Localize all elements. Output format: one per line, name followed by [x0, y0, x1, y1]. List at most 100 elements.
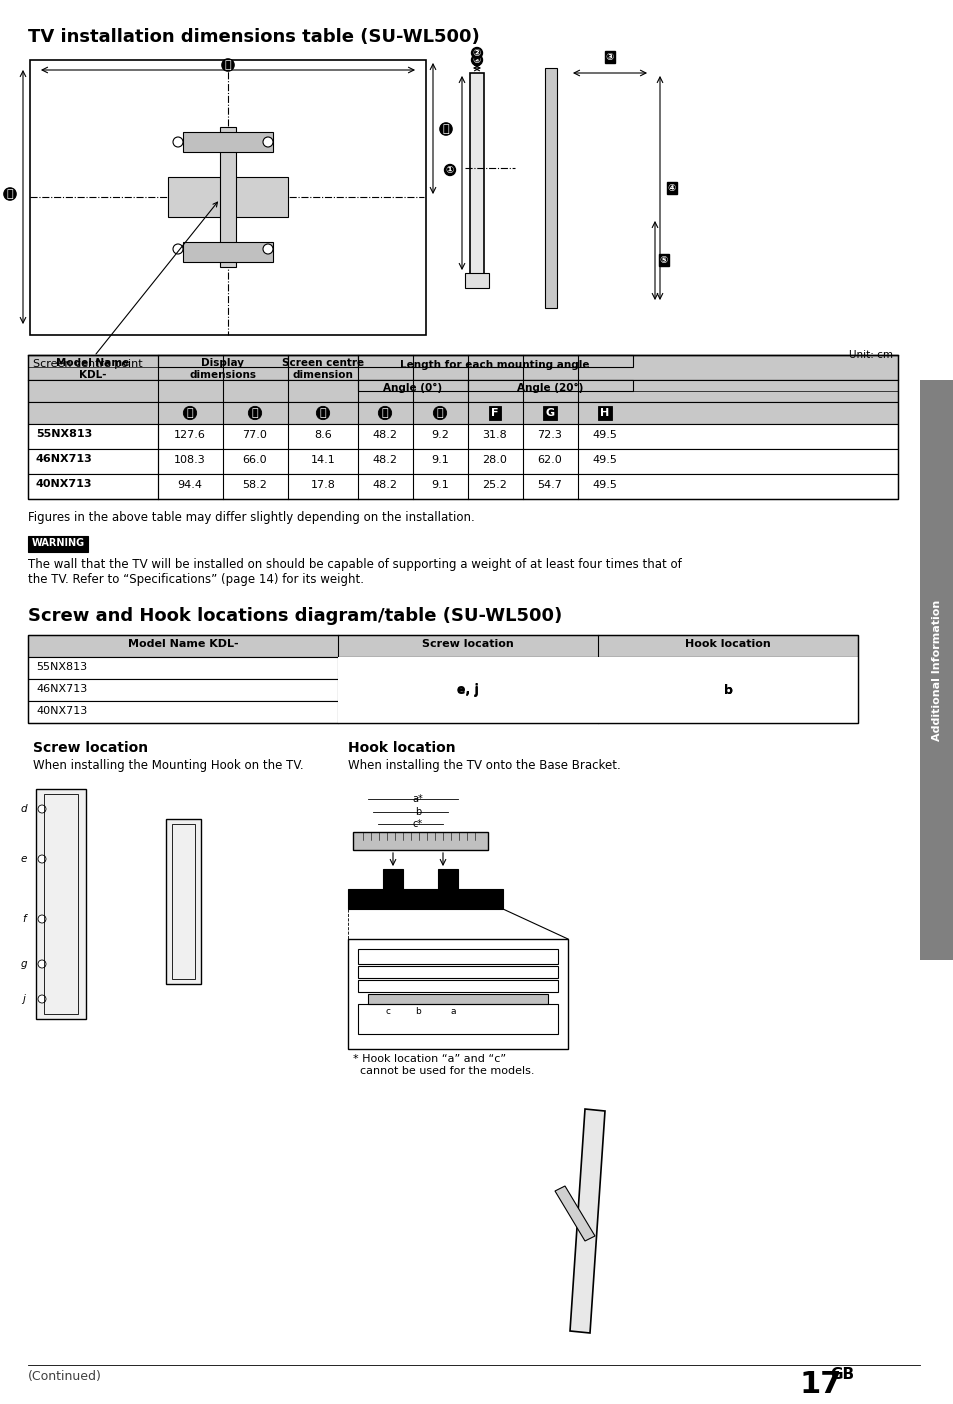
Bar: [158, 355, 288, 366]
Text: Screw location: Screw location: [421, 639, 514, 649]
Text: g: g: [21, 959, 28, 969]
Bar: [28, 680, 857, 701]
Bar: [544, 67, 557, 307]
Text: 46NX713: 46NX713: [36, 684, 87, 694]
Bar: [337, 657, 598, 723]
Text: Ⓐ: Ⓐ: [187, 409, 193, 418]
Text: 40NX713: 40NX713: [36, 479, 92, 489]
Text: When installing the TV onto the Base Bracket.: When installing the TV onto the Base Bra…: [348, 760, 620, 772]
Bar: [168, 177, 288, 218]
Text: H: H: [599, 409, 609, 418]
Text: WARNING: WARNING: [32, 538, 85, 548]
Text: 54.7: 54.7: [537, 480, 562, 490]
Text: Screw and Hook locations diagram/table (SU-WL500): Screw and Hook locations diagram/table (…: [28, 607, 561, 625]
Text: b: b: [415, 807, 420, 817]
Circle shape: [38, 804, 46, 813]
Text: Ⓒ: Ⓒ: [319, 409, 326, 418]
Text: 17: 17: [800, 1370, 841, 1398]
Text: e, j: e, j: [456, 684, 478, 696]
Text: a: a: [450, 1007, 456, 1015]
Circle shape: [38, 995, 46, 1002]
Text: Ⓑ: Ⓑ: [7, 190, 13, 199]
Text: Ⓐ: Ⓐ: [225, 60, 231, 70]
Text: 49.5: 49.5: [592, 455, 617, 465]
Text: c: c: [385, 1007, 390, 1015]
Text: 55NX813: 55NX813: [36, 663, 87, 673]
Text: 94.4: 94.4: [177, 480, 202, 490]
Text: 62.0: 62.0: [537, 455, 561, 465]
Bar: [28, 635, 857, 657]
Text: Model Name
KDL-: Model Name KDL-: [56, 358, 130, 379]
Text: Additional Information: Additional Information: [931, 600, 941, 741]
Text: ②: ②: [473, 48, 480, 58]
Text: 46NX713: 46NX713: [36, 453, 92, 463]
Bar: [28, 701, 857, 723]
Circle shape: [38, 855, 46, 863]
Bar: [919, 380, 953, 960]
Bar: [183, 241, 273, 263]
Text: 48.2: 48.2: [372, 455, 397, 465]
Text: Unit: cm: Unit: cm: [848, 350, 892, 359]
Circle shape: [172, 244, 183, 254]
Text: Model Name KDL-: Model Name KDL-: [128, 639, 238, 649]
Bar: [348, 939, 567, 1049]
Text: 49.5: 49.5: [592, 480, 617, 490]
Text: G: G: [545, 409, 554, 418]
Text: 9.1: 9.1: [431, 480, 449, 490]
Text: When installing the Mounting Hook on the TV.: When installing the Mounting Hook on the…: [33, 760, 303, 772]
Bar: [348, 889, 502, 908]
Text: 9.1: 9.1: [431, 455, 449, 465]
Text: Ⓒ: Ⓒ: [442, 124, 449, 133]
Circle shape: [172, 138, 183, 147]
Text: Screen centre point: Screen centre point: [33, 202, 217, 369]
Bar: [220, 126, 235, 267]
Text: 72.3: 72.3: [537, 430, 562, 439]
Text: 40NX713: 40NX713: [36, 706, 87, 716]
Text: 66.0: 66.0: [242, 455, 267, 465]
Bar: [357, 1004, 558, 1033]
Text: Display
dimensions: Display dimensions: [190, 358, 256, 379]
Text: 25.2: 25.2: [482, 480, 507, 490]
Circle shape: [38, 915, 46, 922]
Polygon shape: [555, 1186, 595, 1241]
Text: GB: GB: [829, 1367, 853, 1382]
Bar: [598, 657, 857, 723]
Text: Length for each mounting angle: Length for each mounting angle: [400, 359, 589, 371]
Text: 108.3: 108.3: [174, 455, 206, 465]
Text: 55NX813: 55NX813: [36, 430, 92, 439]
Text: ①: ①: [445, 166, 454, 176]
Bar: [28, 475, 897, 498]
Text: ④: ④: [667, 183, 676, 192]
Text: a*: a*: [413, 795, 423, 804]
Text: 28.0: 28.0: [482, 455, 507, 465]
Bar: [382, 869, 402, 889]
Text: ③: ③: [605, 52, 614, 62]
Text: c*: c*: [413, 819, 422, 828]
Bar: [357, 949, 558, 965]
Bar: [28, 657, 857, 680]
Circle shape: [263, 138, 273, 147]
Polygon shape: [569, 1109, 604, 1332]
Text: e: e: [21, 854, 27, 863]
Text: Angle (0°): Angle (0°): [383, 383, 442, 393]
Text: j: j: [23, 994, 26, 1004]
Text: ⑤: ⑤: [659, 256, 667, 265]
Text: 17.8: 17.8: [311, 480, 335, 490]
Bar: [28, 355, 897, 380]
Text: Hook location: Hook location: [348, 741, 456, 755]
Text: ②: ②: [473, 55, 480, 65]
Bar: [183, 132, 273, 152]
Text: Screen centre
dimension: Screen centre dimension: [282, 358, 364, 379]
Bar: [28, 424, 897, 449]
Text: (Continued): (Continued): [28, 1370, 102, 1383]
Bar: [28, 355, 897, 498]
Text: b: b: [415, 1007, 420, 1015]
Text: Ⓑ: Ⓑ: [252, 409, 258, 418]
Text: The wall that the TV will be installed on should be capable of supporting a weig: The wall that the TV will be installed o…: [28, 557, 681, 585]
Text: TV installation dimensions table (SU-WL500): TV installation dimensions table (SU-WL5…: [28, 28, 479, 46]
Bar: [470, 73, 483, 284]
Text: Screw location: Screw location: [33, 741, 148, 755]
Text: 48.2: 48.2: [372, 430, 397, 439]
Text: 31.8: 31.8: [482, 430, 507, 439]
Text: 58.2: 58.2: [242, 480, 267, 490]
